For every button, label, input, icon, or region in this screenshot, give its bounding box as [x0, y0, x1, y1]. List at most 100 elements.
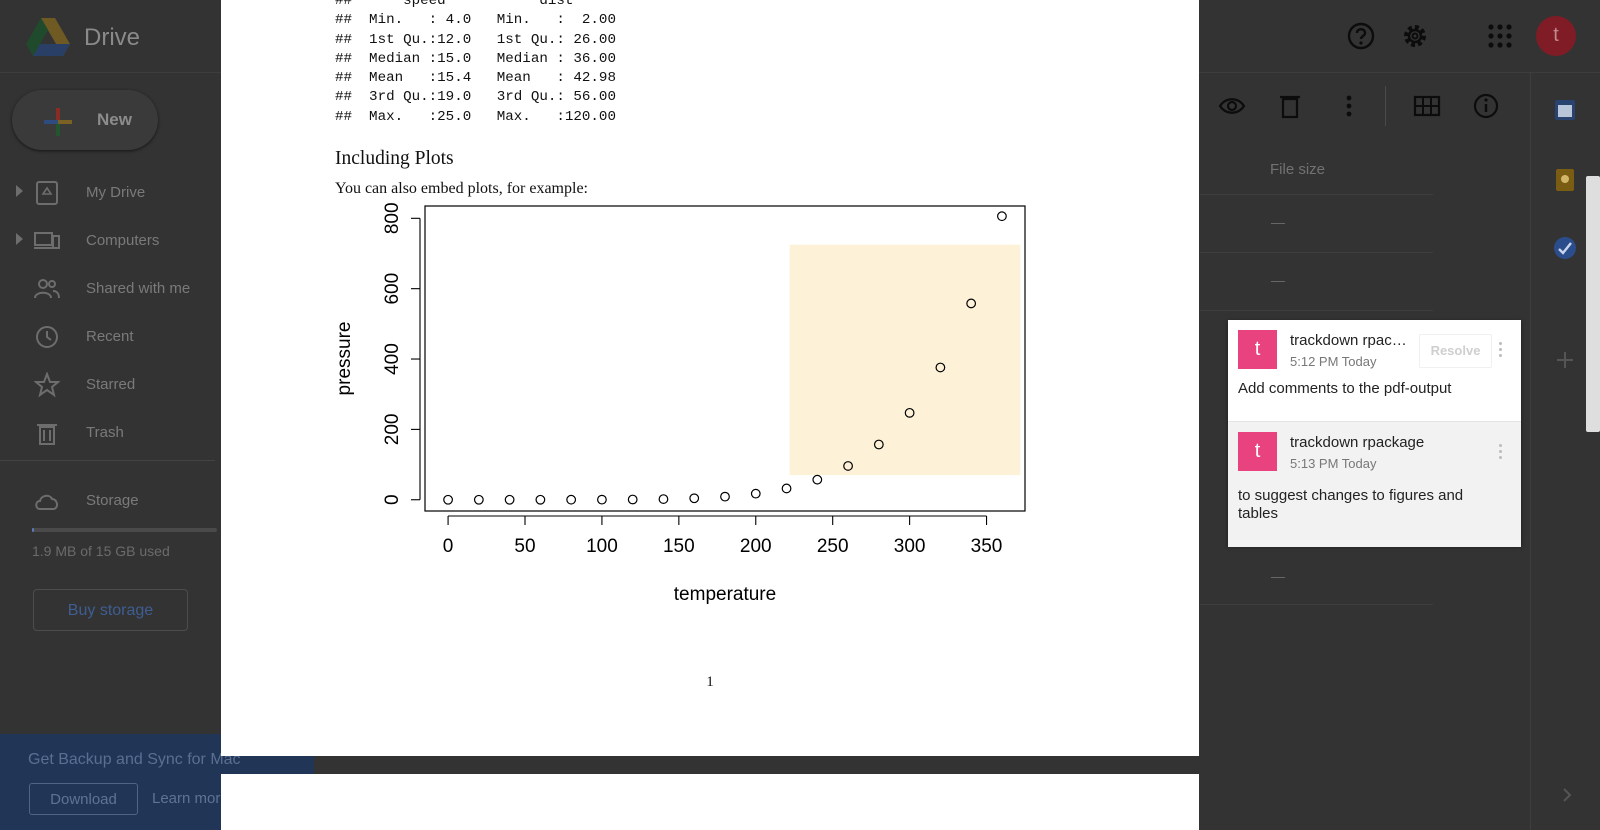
resolve-button[interactable]: Resolve: [1419, 334, 1492, 368]
data-point: [627, 494, 638, 505]
chevron-right-icon[interactable]: [1558, 786, 1576, 804]
data-point: [566, 494, 577, 505]
calendar-app-icon[interactable]: [1553, 98, 1577, 122]
data-point: [535, 494, 546, 505]
storage-progress-bar: [32, 528, 217, 532]
file-size-cell: —: [1271, 214, 1285, 230]
x-tick-label: 150: [663, 536, 695, 557]
comment-avatar: t: [1238, 330, 1277, 369]
file-size-cell: —: [1271, 272, 1285, 288]
new-button[interactable]: New: [12, 90, 158, 150]
more-vert-icon[interactable]: [1335, 92, 1363, 120]
data-point: [781, 483, 792, 494]
data-point: [904, 407, 915, 418]
file-size-cell: —: [1271, 568, 1285, 584]
pdf-next-page: [221, 774, 1199, 830]
apps-grid-icon[interactable]: [1486, 22, 1514, 50]
sidebar-item-label: Starred: [86, 376, 136, 393]
recent-icon: [36, 326, 58, 348]
star-icon: [34, 372, 60, 398]
comment-highlight-region: [789, 244, 1021, 476]
sidebar-item-starred[interactable]: Starred: [0, 364, 215, 404]
learn-more-link[interactable]: Learn more: [152, 790, 229, 807]
code-line: ## 3rd Qu.:19.0 3rd Qu.: 56.00: [335, 89, 616, 106]
my-drive-icon: [36, 181, 58, 205]
plus-icon: [44, 108, 72, 136]
pressure-scatter-plot: 0 50 100 150 200 250 300 350 0 200 400 600 800 temper…: [334, 202, 1026, 605]
data-point: [720, 491, 730, 502]
x-tick-label: 350: [971, 536, 1003, 557]
cloud-icon: [35, 494, 58, 510]
y-tick-label: 600: [382, 273, 403, 305]
data-point: [750, 488, 761, 499]
x-tick-label: 300: [894, 536, 926, 557]
keep-app-icon[interactable]: [1553, 168, 1577, 192]
data-point: [935, 362, 946, 373]
sidebar-item-trash[interactable]: Trash: [0, 412, 215, 452]
section-heading: Including Plots: [335, 148, 454, 169]
sidebar-item-storage[interactable]: Storage: [0, 480, 215, 520]
row-divider: [1200, 194, 1433, 195]
code-line: ## 1st Qu.:12.0 1st Qu.: 26.00: [335, 31, 616, 48]
row-divider: [1200, 252, 1433, 253]
add-addon-icon[interactable]: [1553, 348, 1577, 372]
y-tick-label: 800: [382, 202, 403, 234]
sidebar-item-shared-with-me[interactable]: Shared with me: [0, 268, 215, 308]
help-icon[interactable]: [1345, 20, 1377, 52]
more-vert-icon[interactable]: [1498, 342, 1504, 360]
comments-panel: t trackdown rpac… 5:12 PM Today Resolve …: [1228, 320, 1521, 547]
tasks-app-icon[interactable]: [1553, 236, 1577, 260]
sidebar-item-recent[interactable]: Recent: [0, 316, 215, 356]
sidebar-item-my-drive[interactable]: My Drive: [0, 172, 215, 212]
comment-author: trackdown rpac…: [1290, 332, 1407, 349]
comment-card[interactable]: t trackdown rpac… 5:12 PM Today Resolve …: [1228, 320, 1521, 420]
storage-used-text: 1.9 MB of 15 GB used: [32, 543, 170, 559]
expand-arrow-icon[interactable]: [16, 185, 23, 197]
file-size-header[interactable]: File size: [1270, 161, 1326, 178]
data-point: [873, 439, 884, 450]
x-tick-label: 100: [586, 536, 618, 557]
shared-with-me-icon: [34, 279, 60, 299]
comment-reply-card[interactable]: t trackdown rpackage 5:13 PM Today to su…: [1228, 421, 1521, 547]
code-line: ## speed dist: [335, 0, 574, 9]
comment-text: to suggest changes to figures and tables: [1238, 487, 1464, 522]
sidebar-item-label: Trash: [86, 424, 124, 441]
y-tick-label: 200: [382, 414, 403, 446]
scrollbar-thumb[interactable]: [1586, 176, 1600, 432]
sidebar-item-label: Shared with me: [86, 280, 191, 297]
plot-frame: [424, 205, 1026, 512]
comment-text: Add comments to the pdf-output: [1238, 380, 1452, 397]
download-button[interactable]: Download: [29, 783, 138, 815]
x-axis-label: temperature: [674, 584, 776, 605]
x-tick-label: 0: [443, 536, 454, 557]
account-avatar[interactable]: t: [1536, 16, 1576, 56]
sidebar-item-computers[interactable]: Computers: [0, 220, 215, 260]
buy-storage-button[interactable]: Buy storage: [33, 589, 188, 631]
code-line: ## Max. :25.0 Max. :120.00: [335, 108, 616, 125]
expand-arrow-icon[interactable]: [16, 233, 23, 245]
preview-eye-icon[interactable]: [1218, 92, 1246, 120]
data-point: [658, 494, 669, 504]
sidebar-divider: [0, 460, 215, 461]
new-button-label: New: [97, 110, 132, 129]
grid-view-icon[interactable]: [1413, 92, 1441, 120]
data-point: [997, 211, 1007, 222]
trash-icon: [37, 424, 57, 445]
delete-icon[interactable]: [1276, 92, 1304, 120]
sidebar-item-label: Recent: [86, 328, 134, 345]
code-line: ## Min. : 4.0 Min. : 2.00: [335, 12, 616, 29]
storage-progress-fill: [32, 528, 34, 532]
info-icon[interactable]: [1472, 92, 1500, 120]
computers-icon: [34, 232, 60, 249]
backup-banner-title: Get Backup and Sync for Mac: [28, 751, 241, 768]
x-tick-label: 250: [817, 536, 849, 557]
more-vert-icon[interactable]: [1498, 444, 1504, 462]
code-line: ## Median :15.0 Median : 36.00: [335, 50, 616, 67]
side-panel-divider: [1530, 72, 1531, 830]
comment-time: 5:13 PM Today: [1290, 456, 1377, 471]
toolbar-divider: [1385, 86, 1386, 126]
comment-avatar: t: [1238, 432, 1277, 471]
gear-icon[interactable]: [1399, 20, 1431, 52]
drive-logo-icon: [26, 18, 70, 56]
storage-label: Storage: [86, 492, 139, 509]
